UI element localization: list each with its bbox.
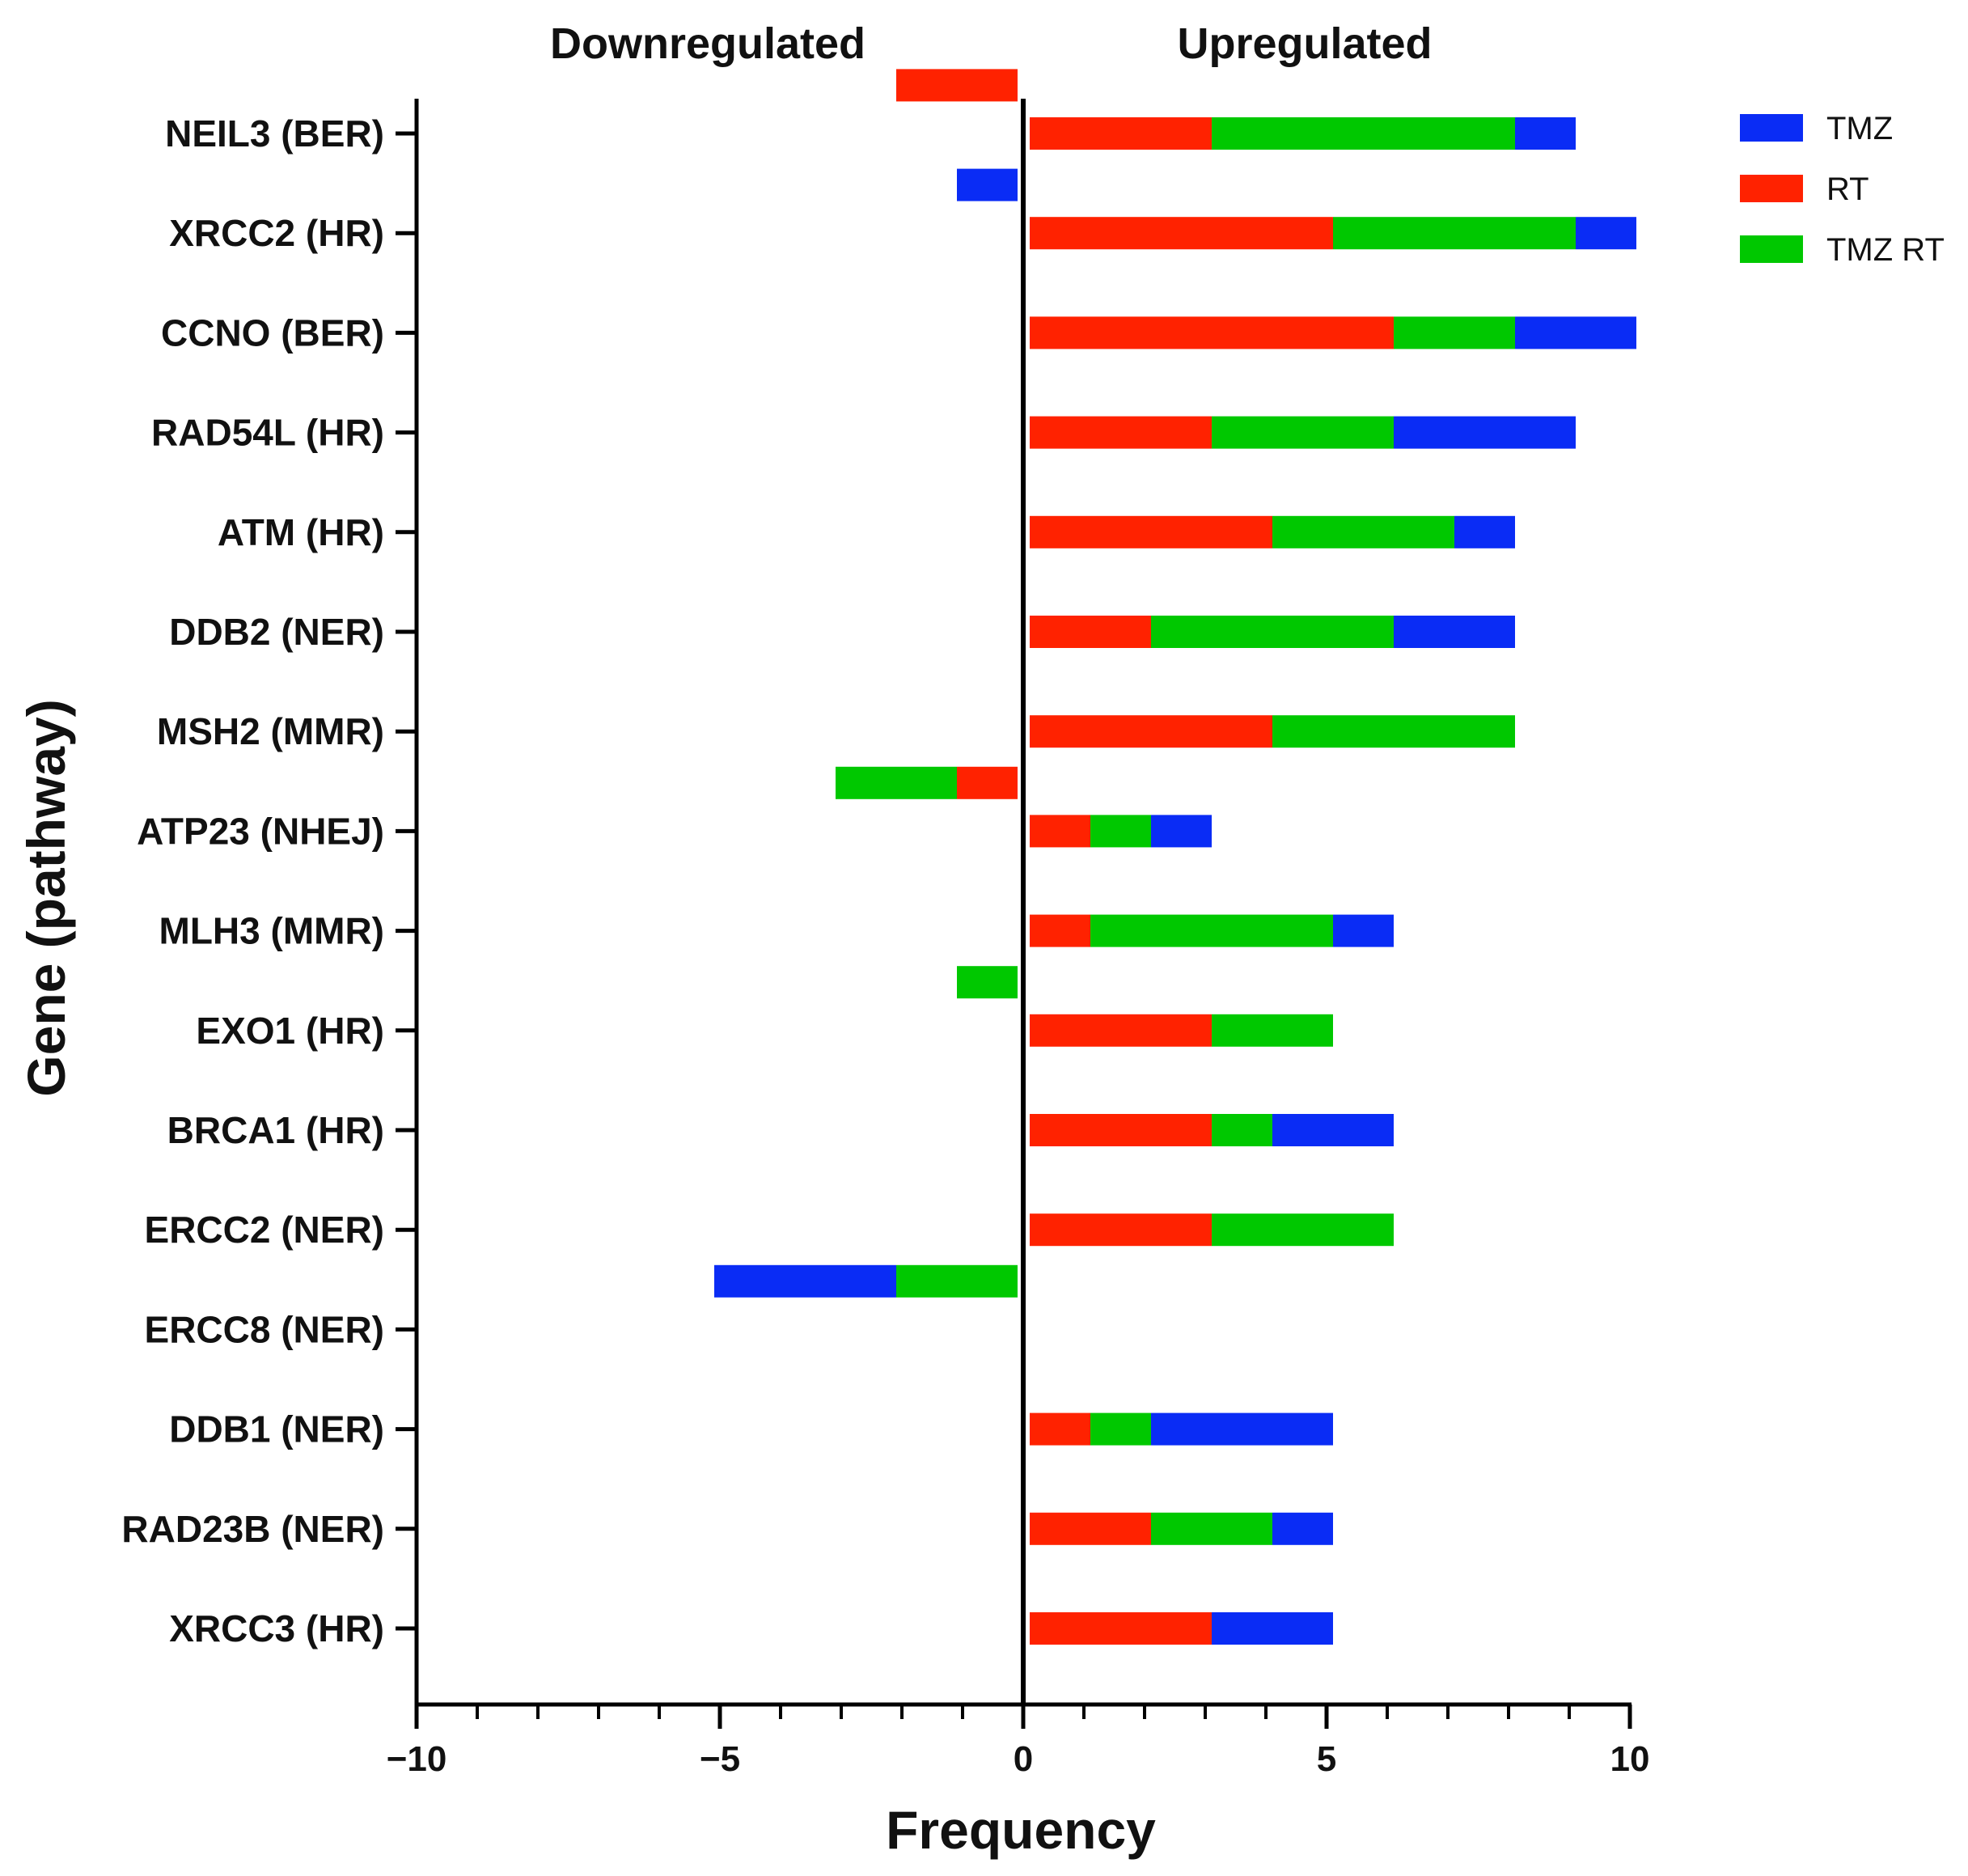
category-label-msh2-mmr: MSH2 (MMR)	[157, 710, 384, 752]
category-label-xrcc3-hr: XRCC3 (HR)	[169, 1607, 384, 1649]
bar-up-ddb1-ner-rt	[1030, 1412, 1090, 1446]
bar-up-msh2-mmr-rt	[1030, 715, 1272, 748]
category-label-atp23-nhej: ATP23 (NHEJ)	[137, 810, 384, 852]
bar-up-rad54l-hr-rt	[1030, 416, 1212, 449]
bar-down-xrcc2-hr-tmz	[957, 168, 1018, 201]
x-tick-label-neg5: −5	[700, 1739, 740, 1779]
bars-layer	[714, 69, 1636, 1645]
legend-swatch-tmz-rt	[1740, 235, 1803, 263]
bar-up-ccno-ber-rt	[1030, 316, 1394, 349]
category-label-brca1-hr: BRCA1 (HR)	[167, 1109, 384, 1151]
bar-down-neil3-ber-rt	[896, 69, 1018, 102]
category-label-ddb2-ner: DDB2 (NER)	[169, 611, 384, 653]
bar-up-xrcc2-hr-rt	[1030, 217, 1333, 250]
x-tick-label-0: 0	[1014, 1739, 1033, 1779]
category-label-neil3-ber: NEIL3 (BER)	[165, 112, 384, 155]
y-axis-title: Gene (pathway)	[16, 699, 76, 1096]
bar-down-ercc8-ner-tmz-rt	[896, 1264, 1018, 1298]
bar-up-rad23b-ner-tmz	[1272, 1512, 1333, 1545]
legend-swatch-rt	[1740, 175, 1803, 202]
bar-up-xrcc3-hr-rt	[1030, 1612, 1212, 1645]
bar-up-xrcc2-hr-tmz	[1576, 217, 1636, 250]
bar-up-brca1-hr-rt	[1030, 1114, 1212, 1146]
bar-up-msh2-mmr-tmz-rt	[1272, 715, 1515, 748]
bar-up-ercc2-ner-rt	[1030, 1213, 1212, 1247]
bar-up-atm-hr-tmz	[1454, 515, 1515, 548]
bar-up-mlh3-mmr-tmz-rt	[1090, 914, 1333, 947]
legend-swatch-tmz	[1740, 114, 1803, 142]
header-upregulated: Upregulated	[1177, 19, 1432, 68]
bar-up-atp23-nhej-rt	[1030, 815, 1090, 848]
bar-up-exo1-hr-tmz-rt	[1212, 1014, 1333, 1047]
bar-up-brca1-hr-tmz	[1272, 1114, 1394, 1146]
bar-up-xrcc3-hr-tmz	[1212, 1612, 1333, 1645]
bar-up-ccno-ber-tmz-rt	[1394, 316, 1515, 349]
bar-up-atp23-nhej-tmz	[1151, 815, 1212, 848]
bar-up-rad54l-hr-tmz-rt	[1212, 416, 1394, 449]
bar-up-atp23-nhej-tmz-rt	[1090, 815, 1151, 848]
bar-up-neil3-ber-rt	[1030, 117, 1212, 150]
header-downregulated: Downregulated	[550, 19, 865, 68]
bar-up-atm-hr-tmz-rt	[1272, 515, 1454, 548]
category-label-ccno-ber: CCNO (BER)	[161, 311, 384, 354]
bar-up-exo1-hr-rt	[1030, 1014, 1212, 1047]
bar-up-rad23b-ner-tmz-rt	[1151, 1512, 1272, 1545]
bar-up-ddb2-ner-rt	[1030, 616, 1151, 648]
category-label-atm-hr: ATM (HR)	[218, 511, 384, 553]
category-label-xrcc2-hr: XRCC2 (HR)	[169, 212, 384, 254]
bar-up-neil3-ber-tmz	[1515, 117, 1576, 150]
category-label-rad23b-ner: RAD23B (NER)	[121, 1508, 384, 1550]
bar-up-mlh3-mmr-tmz	[1333, 914, 1394, 947]
bar-down-ercc8-ner-tmz	[714, 1264, 896, 1298]
bar-up-ccno-ber-tmz	[1515, 316, 1636, 349]
bar-up-mlh3-mmr-rt	[1030, 914, 1090, 947]
category-label-ercc8-ner: ERCC8 (NER)	[145, 1308, 384, 1350]
legend-label-tmz-rt: TMZ RT	[1826, 232, 1945, 268]
category-label-ercc2-ner: ERCC2 (NER)	[145, 1209, 384, 1251]
category-label-ddb1-ner: DDB1 (NER)	[169, 1408, 384, 1450]
legend-label-tmz: TMZ	[1826, 111, 1893, 146]
category-label-mlh3-mmr: MLH3 (MMR)	[159, 910, 385, 952]
bar-up-xrcc2-hr-tmz-rt	[1333, 217, 1576, 250]
bar-up-neil3-ber-tmz-rt	[1212, 117, 1515, 150]
bar-down-atp23-nhej-rt	[957, 766, 1018, 799]
category-label-rad54l-hr: RAD54L (HR)	[151, 412, 384, 454]
bar-up-atm-hr-rt	[1030, 515, 1272, 548]
bar-up-ddb1-ner-tmz	[1151, 1412, 1333, 1446]
bar-down-exo1-hr-tmz-rt	[957, 966, 1018, 999]
bar-up-rad54l-hr-tmz	[1394, 416, 1576, 449]
x-tick-label-10: 10	[1610, 1739, 1650, 1779]
x-axis-title: Frequency	[886, 1800, 1156, 1860]
legend-label-rt: RT	[1826, 172, 1869, 207]
legend: TMZ RT TMZ RT	[1740, 111, 1945, 268]
bar-up-ercc2-ner-tmz-rt	[1212, 1213, 1394, 1247]
axes-layer: NEIL3 (BER) XRCC2 (HR) CCNO (BER) RAD54L (H…	[121, 99, 1649, 1779]
bar-down-atp23-nhej-tmz-rt	[836, 766, 957, 799]
bar-up-brca1-hr-tmz-rt	[1212, 1114, 1272, 1146]
bar-up-ddb2-ner-tmz-rt	[1151, 616, 1394, 648]
x-tick-label-neg10: −10	[387, 1739, 447, 1779]
bar-up-ddb1-ner-tmz-rt	[1090, 1412, 1151, 1446]
bar-up-rad23b-ner-rt	[1030, 1512, 1151, 1545]
category-label-exo1-hr: EXO1 (HR)	[196, 1010, 384, 1052]
x-tick-label-5: 5	[1317, 1739, 1336, 1779]
bar-up-ddb2-ner-tmz	[1394, 616, 1515, 648]
